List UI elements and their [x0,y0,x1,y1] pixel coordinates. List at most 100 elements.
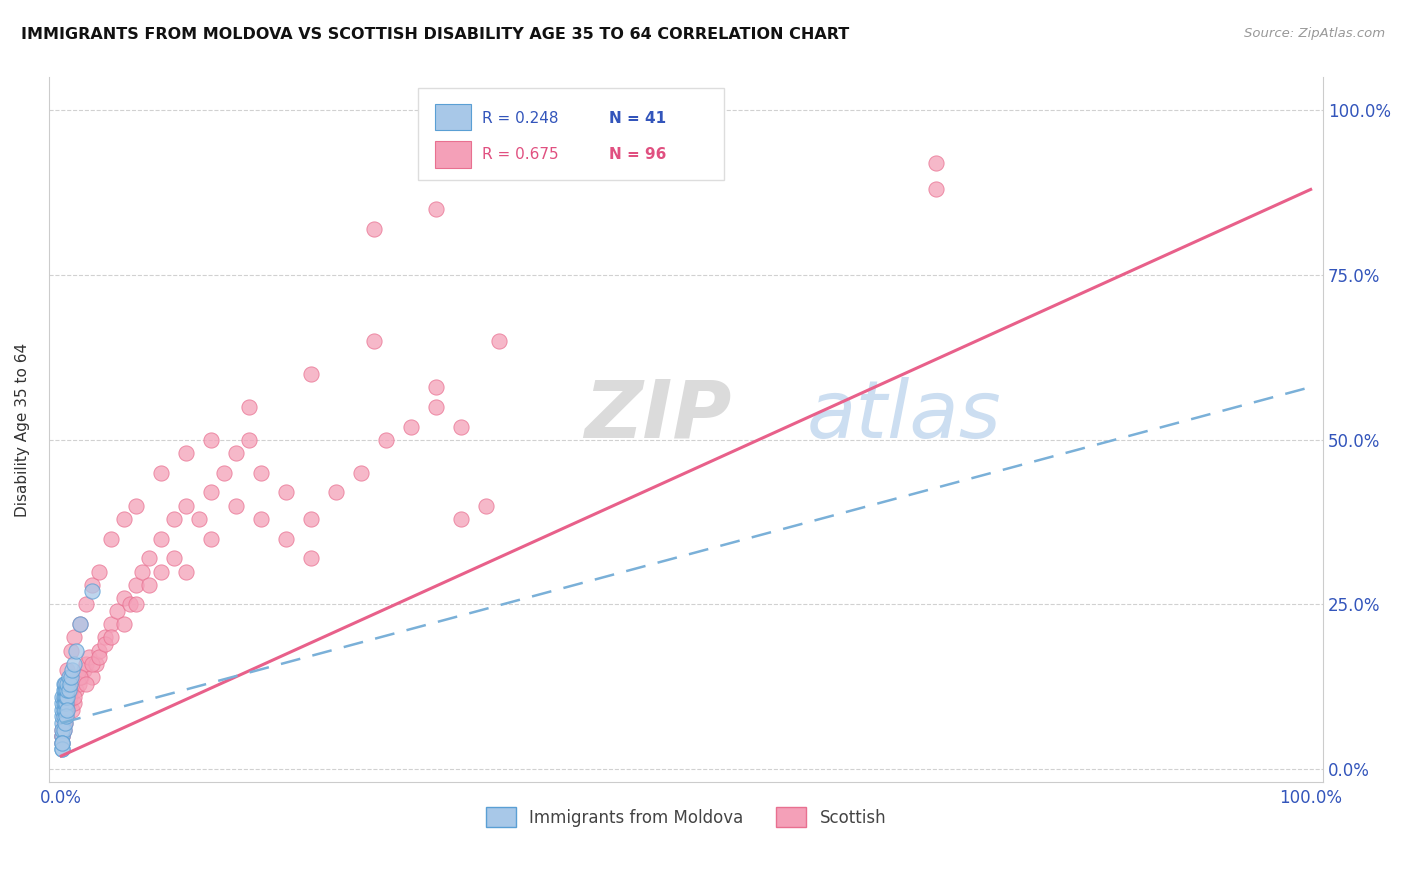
Point [55,709,77,723]
Point [94,637,117,651]
Point [399,419,422,434]
Point [53,696,76,710]
FancyBboxPatch shape [434,141,471,168]
Point [51,736,73,750]
Point [70,670,93,684]
Point [363,222,385,236]
Point [225,446,247,460]
Point [55,709,77,723]
Point [52,709,75,723]
Point [75,657,97,671]
Point [67,676,90,690]
Point [150,532,173,546]
Point [238,400,260,414]
Point [238,433,260,447]
Point [53,683,76,698]
Point [51,729,73,743]
Point [82,578,104,592]
Point [69,617,91,632]
Point [58,670,80,684]
Point [53,703,76,717]
Point [53,709,76,723]
Point [65,683,87,698]
Point [131,565,153,579]
Point [325,485,347,500]
Point [52,696,75,710]
Point [87,643,110,657]
Point [51,723,73,737]
FancyBboxPatch shape [434,103,471,130]
Point [62,696,84,710]
Y-axis label: Disability Age 35 to 64: Disability Age 35 to 64 [15,343,30,517]
Point [163,512,186,526]
Point [87,650,110,665]
Point [56,683,79,698]
Point [299,551,322,566]
Point [55,690,77,704]
Point [51,742,73,756]
Text: R = 0.675: R = 0.675 [482,147,558,162]
Point [51,736,73,750]
Point [375,433,398,447]
Point [100,631,122,645]
Point [53,716,76,731]
Point [51,709,73,723]
Point [82,657,104,671]
Point [51,723,73,737]
Point [59,690,82,704]
Point [125,499,148,513]
Point [51,729,73,743]
Point [174,446,197,460]
Point [112,617,135,632]
Text: atlas: atlas [807,376,1001,455]
Point [52,723,75,737]
Point [250,466,273,480]
Point [51,729,73,743]
Point [62,690,84,704]
Point [82,670,104,684]
Point [150,466,173,480]
Point [53,716,76,731]
Point [53,676,76,690]
Point [112,591,135,605]
Point [100,617,122,632]
Text: Source: ZipAtlas.com: Source: ZipAtlas.com [1244,27,1385,40]
Point [56,676,79,690]
FancyBboxPatch shape [419,88,724,179]
Point [56,664,79,678]
Point [488,334,510,348]
Point [107,604,129,618]
Point [77,650,100,665]
Point [250,512,273,526]
Point [52,703,75,717]
Point [163,551,186,566]
Point [62,664,84,678]
Point [138,578,160,592]
Point [55,696,77,710]
Point [475,499,498,513]
Point [73,664,96,678]
Point [53,676,76,690]
Point [51,716,73,731]
Point [450,419,472,434]
Point [299,512,322,526]
Point [51,742,73,756]
Point [51,690,73,704]
Text: IMMIGRANTS FROM MOLDOVA VS SCOTTISH DISABILITY AGE 35 TO 64 CORRELATION CHART: IMMIGRANTS FROM MOLDOVA VS SCOTTISH DISA… [21,27,849,42]
Point [55,683,77,698]
Point [299,367,322,381]
Point [56,703,79,717]
Point [69,617,91,632]
Point [450,512,472,526]
Point [56,703,79,717]
Point [100,532,122,546]
Point [363,334,385,348]
Point [69,670,91,684]
Point [925,156,948,170]
Text: R = 0.248: R = 0.248 [482,111,558,126]
Point [75,598,97,612]
Point [150,565,173,579]
Point [59,683,82,698]
Point [60,683,83,698]
Point [75,676,97,690]
